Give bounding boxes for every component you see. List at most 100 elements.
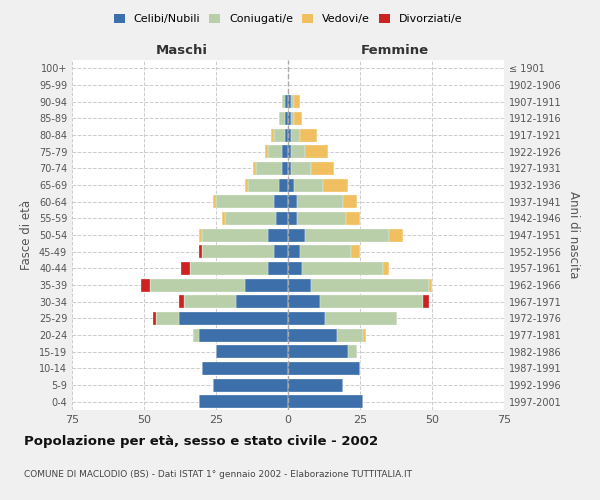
Bar	[268, 145, 282, 158]
Bar	[199, 395, 288, 408]
Bar	[141, 278, 150, 291]
Bar	[346, 212, 360, 225]
Bar	[311, 278, 429, 291]
Bar	[288, 162, 291, 175]
Bar	[277, 212, 288, 225]
Bar	[213, 378, 288, 392]
Bar	[282, 162, 288, 175]
Bar	[274, 195, 288, 208]
Bar	[193, 328, 199, 342]
Bar	[179, 312, 288, 325]
Bar	[288, 295, 320, 308]
Bar	[199, 245, 202, 258]
Bar	[274, 128, 285, 141]
Bar	[184, 295, 236, 308]
Bar	[256, 162, 282, 175]
Bar	[288, 128, 291, 141]
Bar	[323, 178, 349, 192]
Bar	[155, 312, 179, 325]
Text: COMUNE DI MACLODIO (BS) - Dati ISTAT 1° gennaio 2002 - Elaborazione TUTTITALIA.I: COMUNE DI MACLODIO (BS) - Dati ISTAT 1° …	[24, 470, 412, 479]
Bar	[190, 262, 268, 275]
Y-axis label: Fasce di età: Fasce di età	[20, 200, 33, 270]
Bar	[216, 195, 274, 208]
Bar	[349, 345, 357, 358]
Bar	[202, 245, 274, 258]
Bar	[343, 195, 357, 208]
Bar	[245, 178, 248, 192]
Bar	[288, 245, 299, 258]
Bar	[282, 95, 285, 108]
Bar	[288, 262, 302, 275]
Bar	[424, 295, 429, 308]
Bar	[288, 178, 294, 192]
Bar	[291, 95, 294, 108]
Bar	[294, 112, 302, 125]
Y-axis label: Anni di nascita: Anni di nascita	[567, 192, 580, 278]
Bar	[294, 95, 299, 108]
Bar	[288, 312, 325, 325]
Bar	[291, 112, 294, 125]
Bar	[285, 128, 288, 141]
Bar	[265, 145, 268, 158]
Bar	[311, 162, 334, 175]
Bar	[288, 345, 349, 358]
Bar	[352, 245, 360, 258]
Bar	[305, 145, 328, 158]
Bar	[280, 112, 285, 125]
Bar	[150, 278, 245, 291]
Bar	[288, 112, 291, 125]
Bar	[389, 228, 403, 241]
Bar	[199, 228, 202, 241]
Bar	[288, 395, 363, 408]
Bar	[291, 145, 305, 158]
Bar	[285, 112, 288, 125]
Bar	[363, 328, 366, 342]
Bar	[291, 128, 299, 141]
Bar	[320, 295, 424, 308]
Bar	[152, 312, 155, 325]
Bar	[213, 195, 216, 208]
Bar	[268, 228, 288, 241]
Bar	[337, 328, 363, 342]
Bar	[271, 128, 274, 141]
Bar	[216, 345, 288, 358]
Bar	[274, 245, 288, 258]
Bar	[288, 212, 296, 225]
Text: Popolazione per età, sesso e stato civile - 2002: Popolazione per età, sesso e stato civil…	[24, 435, 378, 448]
Bar	[288, 195, 296, 208]
Bar	[383, 262, 389, 275]
Bar	[179, 295, 184, 308]
Bar	[429, 278, 432, 291]
Bar	[282, 145, 288, 158]
Bar	[253, 162, 256, 175]
Text: Femmine: Femmine	[361, 44, 428, 57]
Bar	[288, 362, 360, 375]
Bar	[202, 228, 268, 241]
Bar	[224, 212, 277, 225]
Text: Maschi: Maschi	[155, 44, 208, 57]
Legend: Celibi/Nubili, Coniugati/e, Vedovi/e, Divorziati/e: Celibi/Nubili, Coniugati/e, Vedovi/e, Di…	[110, 10, 466, 28]
Bar	[288, 328, 337, 342]
Bar	[245, 278, 288, 291]
Bar	[299, 128, 317, 141]
Bar	[294, 178, 323, 192]
Bar	[248, 178, 280, 192]
Bar	[199, 328, 288, 342]
Bar	[280, 178, 288, 192]
Bar	[202, 362, 288, 375]
Bar	[288, 145, 291, 158]
Bar	[299, 245, 352, 258]
Bar	[305, 228, 389, 241]
Bar	[285, 95, 288, 108]
Bar	[268, 262, 288, 275]
Bar	[288, 95, 291, 108]
Bar	[296, 195, 343, 208]
Bar	[288, 378, 343, 392]
Bar	[291, 162, 311, 175]
Bar	[296, 212, 346, 225]
Bar	[288, 228, 305, 241]
Bar	[325, 312, 397, 325]
Bar	[222, 212, 224, 225]
Bar	[181, 262, 190, 275]
Bar	[236, 295, 288, 308]
